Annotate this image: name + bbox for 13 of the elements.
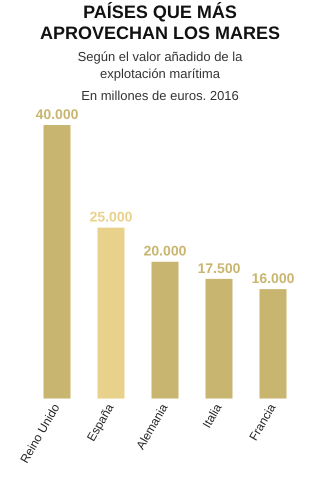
chart-title: PAÍSES QUE MÁS APROVECHAN LOS MARES	[38, 2, 282, 44]
data-label: 25.000	[90, 208, 133, 224]
bar	[206, 278, 232, 399]
chart-subtitle: Según el valor añadido de la explotación marítima	[76, 48, 244, 82]
bar	[260, 289, 286, 399]
data-label: 40.000	[36, 106, 79, 122]
data-label: 17.500	[198, 260, 241, 276]
bar	[98, 228, 124, 399]
bar	[152, 262, 178, 399]
bar	[44, 125, 70, 399]
data-label: 20.000	[144, 242, 187, 259]
text: En millones de euros. 2016	[80, 88, 240, 103]
data-label: 16.000	[252, 270, 295, 286]
